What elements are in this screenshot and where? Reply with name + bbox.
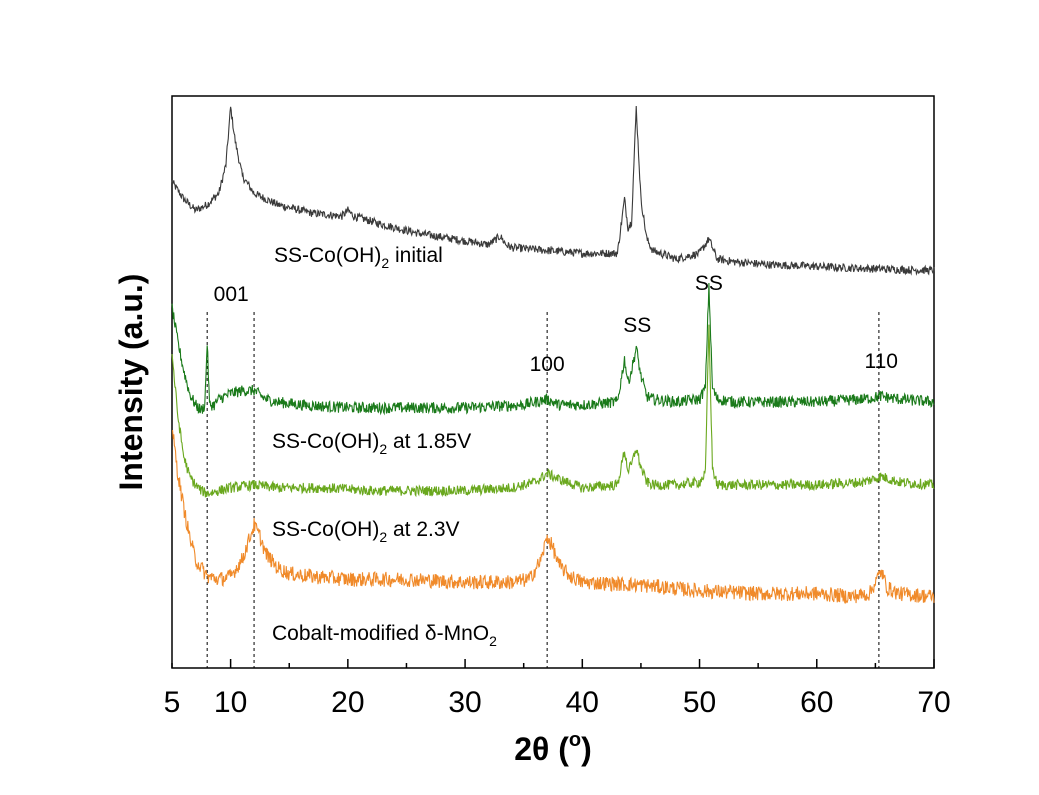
peak-annotation: SS (623, 314, 651, 337)
x-tick-label: 5 (164, 686, 181, 719)
series-line (171, 324, 935, 498)
peak-annotation: SS (695, 272, 723, 295)
x-tick-label: 10 (214, 686, 247, 719)
series-layer (171, 105, 935, 605)
series-line (171, 430, 935, 605)
plot-frame (171, 95, 935, 669)
x-tick-label: 20 (331, 686, 364, 719)
peak-annotation: 100 (530, 353, 565, 376)
series-label: SS-Co(OH)2 at 1.85V (272, 430, 471, 457)
x-tick-label: 40 (566, 686, 599, 719)
x-tick-label: 70 (917, 686, 950, 719)
x-tick-label: 50 (683, 686, 716, 719)
series-line (171, 283, 935, 416)
x-axis-ticks (171, 659, 935, 668)
x-axis-tick-labels: 5 10 20 30 40 50 60 70 (164, 686, 951, 719)
reference-lines (206, 312, 880, 668)
x-tick-label: 30 (448, 686, 481, 719)
peak-annotations: 001 100 SS SS 110 (214, 272, 898, 376)
series-labels: SS-Co(OH)2 initial SS-Co(OH)2 at 1.85V SS-… (272, 244, 497, 649)
peak-annotation: 001 (214, 283, 249, 306)
series-label: SS-Co(OH)2 at 2.3V (272, 518, 460, 545)
peak-annotation: 110 (865, 350, 898, 373)
x-axis-title: 2θ (o) (514, 729, 592, 767)
series-label: Cobalt-modified δ-MnO2 (272, 622, 497, 649)
series-label: SS-Co(OH)2 initial (274, 244, 443, 271)
y-axis-title: Intensity (a.u.) (113, 274, 149, 491)
series-line (171, 105, 935, 276)
x-tick-label: 60 (800, 686, 833, 719)
